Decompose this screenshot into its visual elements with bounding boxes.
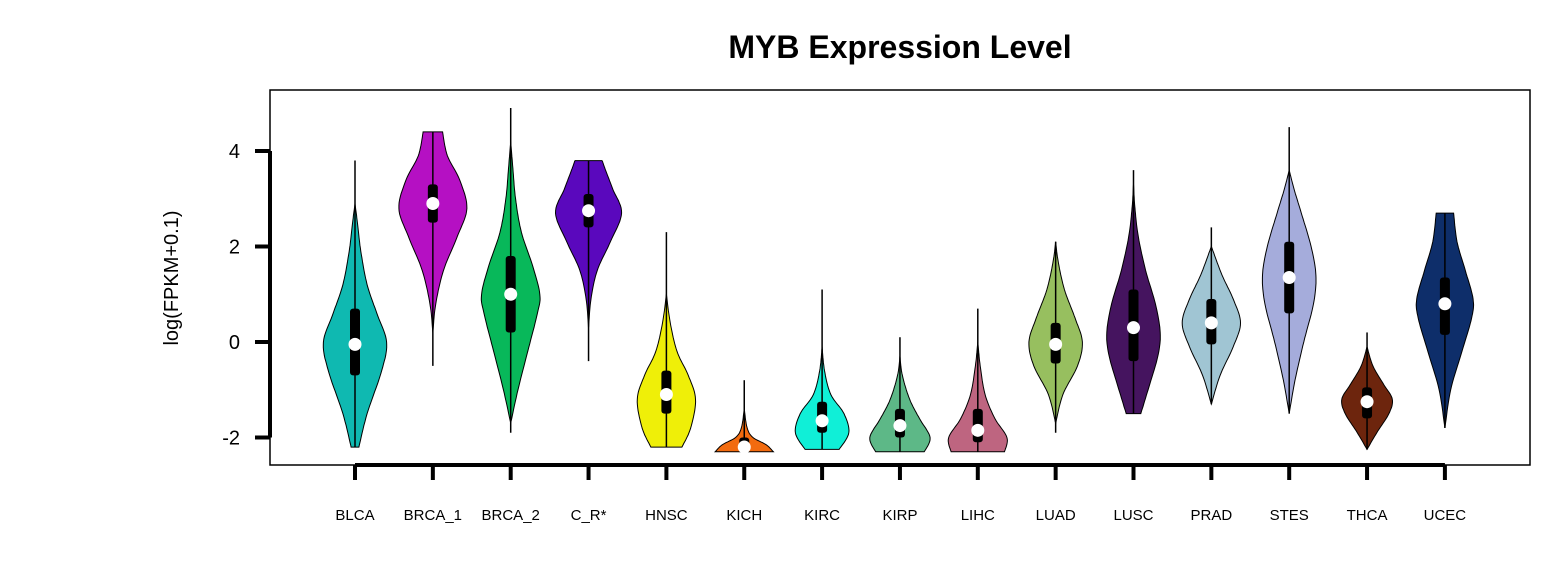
violin-ucec xyxy=(1415,212,1475,428)
x-tick-label: KIRC xyxy=(804,507,840,524)
median-dot xyxy=(348,337,362,351)
violin-stes xyxy=(1261,127,1317,414)
violin-brca-2 xyxy=(480,108,541,433)
violin-kirp xyxy=(869,337,931,453)
median-dot xyxy=(1360,395,1374,409)
x-tick-label: LUAD xyxy=(1036,507,1076,524)
violin-brca-1 xyxy=(398,131,468,366)
x-tick-label: LUSC xyxy=(1113,507,1153,524)
violin-lusc xyxy=(1106,170,1161,415)
median-dot xyxy=(971,423,985,437)
x-tick-label: PRAD xyxy=(1191,507,1233,524)
x-tick-label: KIRP xyxy=(882,507,917,524)
y-axis: -2 0 2 4 xyxy=(222,141,272,450)
y-tick-label: 4 xyxy=(229,141,240,163)
x-tick-label: C_R* xyxy=(571,507,607,524)
median-dot xyxy=(737,440,751,454)
y-tick-label: -2 xyxy=(222,428,240,450)
y-tick-label: 0 xyxy=(229,332,240,354)
median-dot xyxy=(426,197,440,211)
median-dot xyxy=(582,204,596,218)
violin-hnsc xyxy=(636,232,697,448)
x-axis: BLCA BRCA_1 BRCA_2 C_R* HNSC KICH KIRC KIRP LIHC… xyxy=(335,463,1467,524)
violin-prad xyxy=(1181,227,1242,406)
violin-kirc xyxy=(794,289,850,450)
median-dot xyxy=(1204,316,1218,330)
y-axis-label: log(FPKM+0.1) xyxy=(161,210,183,345)
violin-lihc xyxy=(947,308,1008,453)
median-dot xyxy=(504,287,518,301)
median-dot xyxy=(1282,271,1296,285)
violin-c-r- xyxy=(554,160,623,362)
median-dot xyxy=(1438,297,1452,311)
median-dot xyxy=(815,414,829,428)
x-tick-label: THCA xyxy=(1347,507,1388,524)
violin-luad xyxy=(1028,241,1083,433)
chart-title: MYB Expression Level xyxy=(728,29,1071,65)
x-tick-label: STES xyxy=(1270,507,1309,524)
median-dot xyxy=(893,419,907,433)
x-tick-label: UCEC xyxy=(1424,507,1467,524)
y-tick-label: 2 xyxy=(229,237,240,259)
median-dot xyxy=(1127,321,1140,335)
x-tick-label: KICH xyxy=(726,507,762,524)
x-tick-label: BRCA_2 xyxy=(482,507,540,524)
violin-thca xyxy=(1341,332,1393,451)
median-dot xyxy=(659,388,673,402)
violin-blca xyxy=(322,160,388,448)
x-tick-label: BLCA xyxy=(335,507,374,524)
x-tick-label: LIHC xyxy=(961,507,995,524)
x-tick-label: HNSC xyxy=(645,507,688,524)
x-tick-label: BRCA_1 xyxy=(404,507,462,524)
violin-layer xyxy=(322,108,1475,454)
violin-kich xyxy=(713,380,775,454)
median-dot xyxy=(1049,337,1063,351)
